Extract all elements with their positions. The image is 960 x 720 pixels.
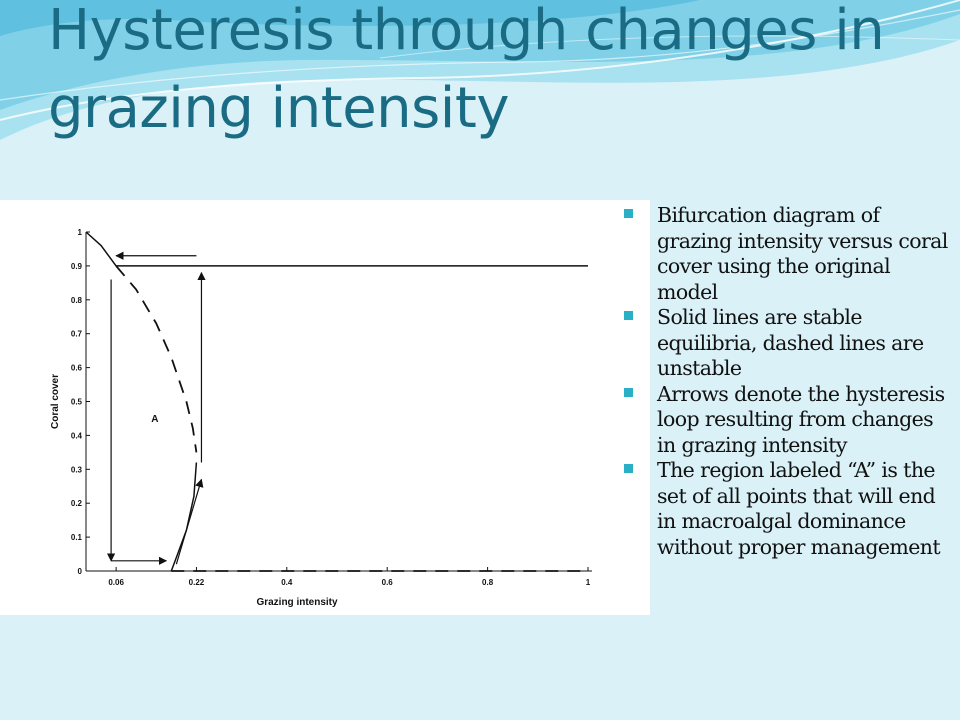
bullet-text: Bifurcation diagram of grazing intensity… (657, 203, 948, 304)
hysteresis-arrow (175, 478, 204, 565)
unstable-equilibrium-line (115, 265, 198, 453)
bullet-item: The region labeled “A” is the set of all… (624, 458, 954, 560)
bullet-list: Bifurcation diagram of grazing intensity… (624, 203, 954, 560)
y-tick-label: 0.9 (71, 262, 83, 271)
y-tick-label: 0.7 (71, 330, 83, 339)
stable-equilibrium-line (85, 231, 117, 267)
x-tick-label: 0.06 (108, 578, 124, 587)
region-label-a: A (151, 414, 158, 425)
bullet-text: Arrows denote the hysteresis loop result… (657, 381, 945, 457)
y-tick-label: 0.6 (71, 364, 83, 373)
stable-equilibrium-line (170, 462, 198, 572)
bullet-text: The region labeled “A” is the set of all… (657, 458, 941, 559)
header-wave-decoration (0, 0, 960, 140)
slide-title: Hysteresis through changes in grazing in… (48, 0, 885, 141)
bullet-marker (624, 464, 633, 473)
bullet-item: Arrows denote the hysteresis loop result… (624, 382, 954, 459)
x-tick-label: 0.4 (281, 578, 293, 587)
chart-panel: 0 0.1 0.2 0.3 0.4 0.5 0.6 0.7 0.8 0.9 1 0.06 0.22 0.4… (0, 200, 650, 615)
bifurcation-chart: 0 0.1 0.2 0.3 0.4 0.5 0.6 0.7 0.8 0.9 1 0.06 0.22 0.4… (50, 228, 592, 608)
x-tick-label: 1 (586, 578, 591, 587)
bullet-marker (624, 209, 633, 218)
y-tick-label: 0 (78, 567, 83, 576)
bullet-item: Bifurcation diagram of grazing intensity… (624, 203, 954, 305)
x-tick-label: 0.8 (482, 578, 494, 587)
bullet-marker (624, 387, 633, 397)
y-tick-label: 0.8 (71, 296, 83, 305)
y-axis-label: Coral cover (50, 374, 61, 429)
x-axis-label: Grazing intensity (256, 597, 338, 608)
y-tick-label: 1 (78, 228, 83, 237)
bullet-item: Solid lines are stable equilibria, dashe… (624, 305, 954, 382)
bullet-marker (624, 311, 633, 320)
y-tick-label: 0.4 (71, 431, 83, 440)
y-tick-label: 0.3 (71, 465, 83, 474)
x-tick-label: 0.6 (382, 578, 394, 587)
y-tick-label: 0.2 (71, 499, 83, 508)
y-tick-label: 0.5 (71, 398, 83, 407)
y-tick-label: 0.1 (71, 533, 83, 542)
x-tick-label: 0.22 (189, 578, 205, 587)
bullet-text: Solid lines are stable equilibria, dashe… (657, 305, 924, 380)
